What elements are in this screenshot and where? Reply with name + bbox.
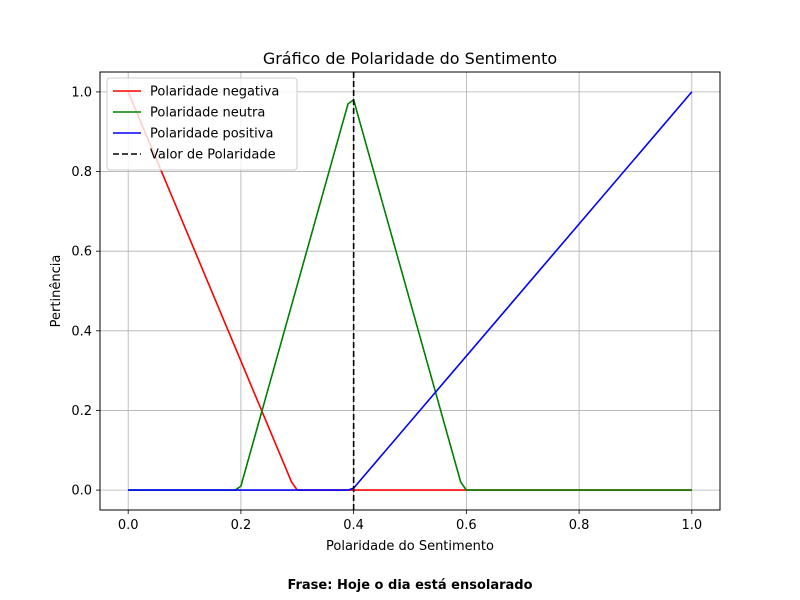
axis-ticks: 0.0 0.2 0.4 0.6 0.8 1.0 0.0 0.2 0.4 0.6 0.8 1.0 [71, 85, 702, 533]
legend-label-1: Polaridade negativa [150, 85, 279, 100]
plot-frame [99, 71, 721, 511]
legend-label-2: Polaridade neutra [150, 106, 265, 121]
x-tick-label: 0.8 [569, 518, 590, 533]
chart-title: Gráfico de Polaridade do Sentimento [263, 49, 557, 68]
series-layer [127, 72, 693, 510]
x-tick-label: 0.0 [118, 518, 139, 533]
y-tick-label: 1.0 [71, 85, 92, 100]
y-tick-label: 0.2 [71, 404, 92, 419]
x-tick-label: 0.4 [343, 518, 364, 533]
legend: Polaridade negativa Polaridade neutra Pola… [106, 77, 298, 171]
x-tick-label: 0.6 [456, 518, 477, 533]
y-tick-label: 0.8 [71, 165, 92, 180]
x-tick-label: 1.0 [681, 518, 702, 533]
legend-label-3: Polaridade positiva [150, 127, 273, 142]
y-tick-label: 0.6 [71, 245, 92, 260]
legend-box [106, 77, 298, 171]
x-tick-label: 0.2 [231, 518, 252, 533]
x-axis-label: Polaridade do Sentimento [326, 539, 494, 554]
y-tick-label: 0.0 [71, 484, 92, 499]
y-tick-label: 0.4 [71, 324, 92, 339]
y-axis-label: Pertinência [49, 255, 64, 328]
series-line-3 [128, 91, 693, 491]
phrase-caption: Frase: Hoje o dia está ensolarado [287, 578, 532, 593]
legend-label-4: Valor de Polaridade [150, 148, 276, 163]
